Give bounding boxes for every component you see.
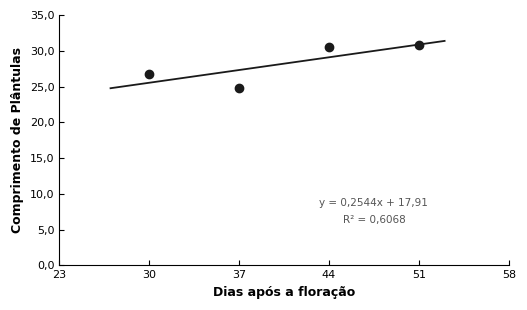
Text: y = 0,2544x + 17,91: y = 0,2544x + 17,91 [319,198,428,208]
Text: R² = 0,6068: R² = 0,6068 [343,215,405,225]
Point [325,45,333,50]
Point [235,86,243,91]
Point [145,72,153,77]
X-axis label: Dias após a floração: Dias após a floração [213,286,355,299]
Point [415,43,423,48]
Y-axis label: Comprimento de Plântulas: Comprimento de Plântulas [11,47,24,233]
